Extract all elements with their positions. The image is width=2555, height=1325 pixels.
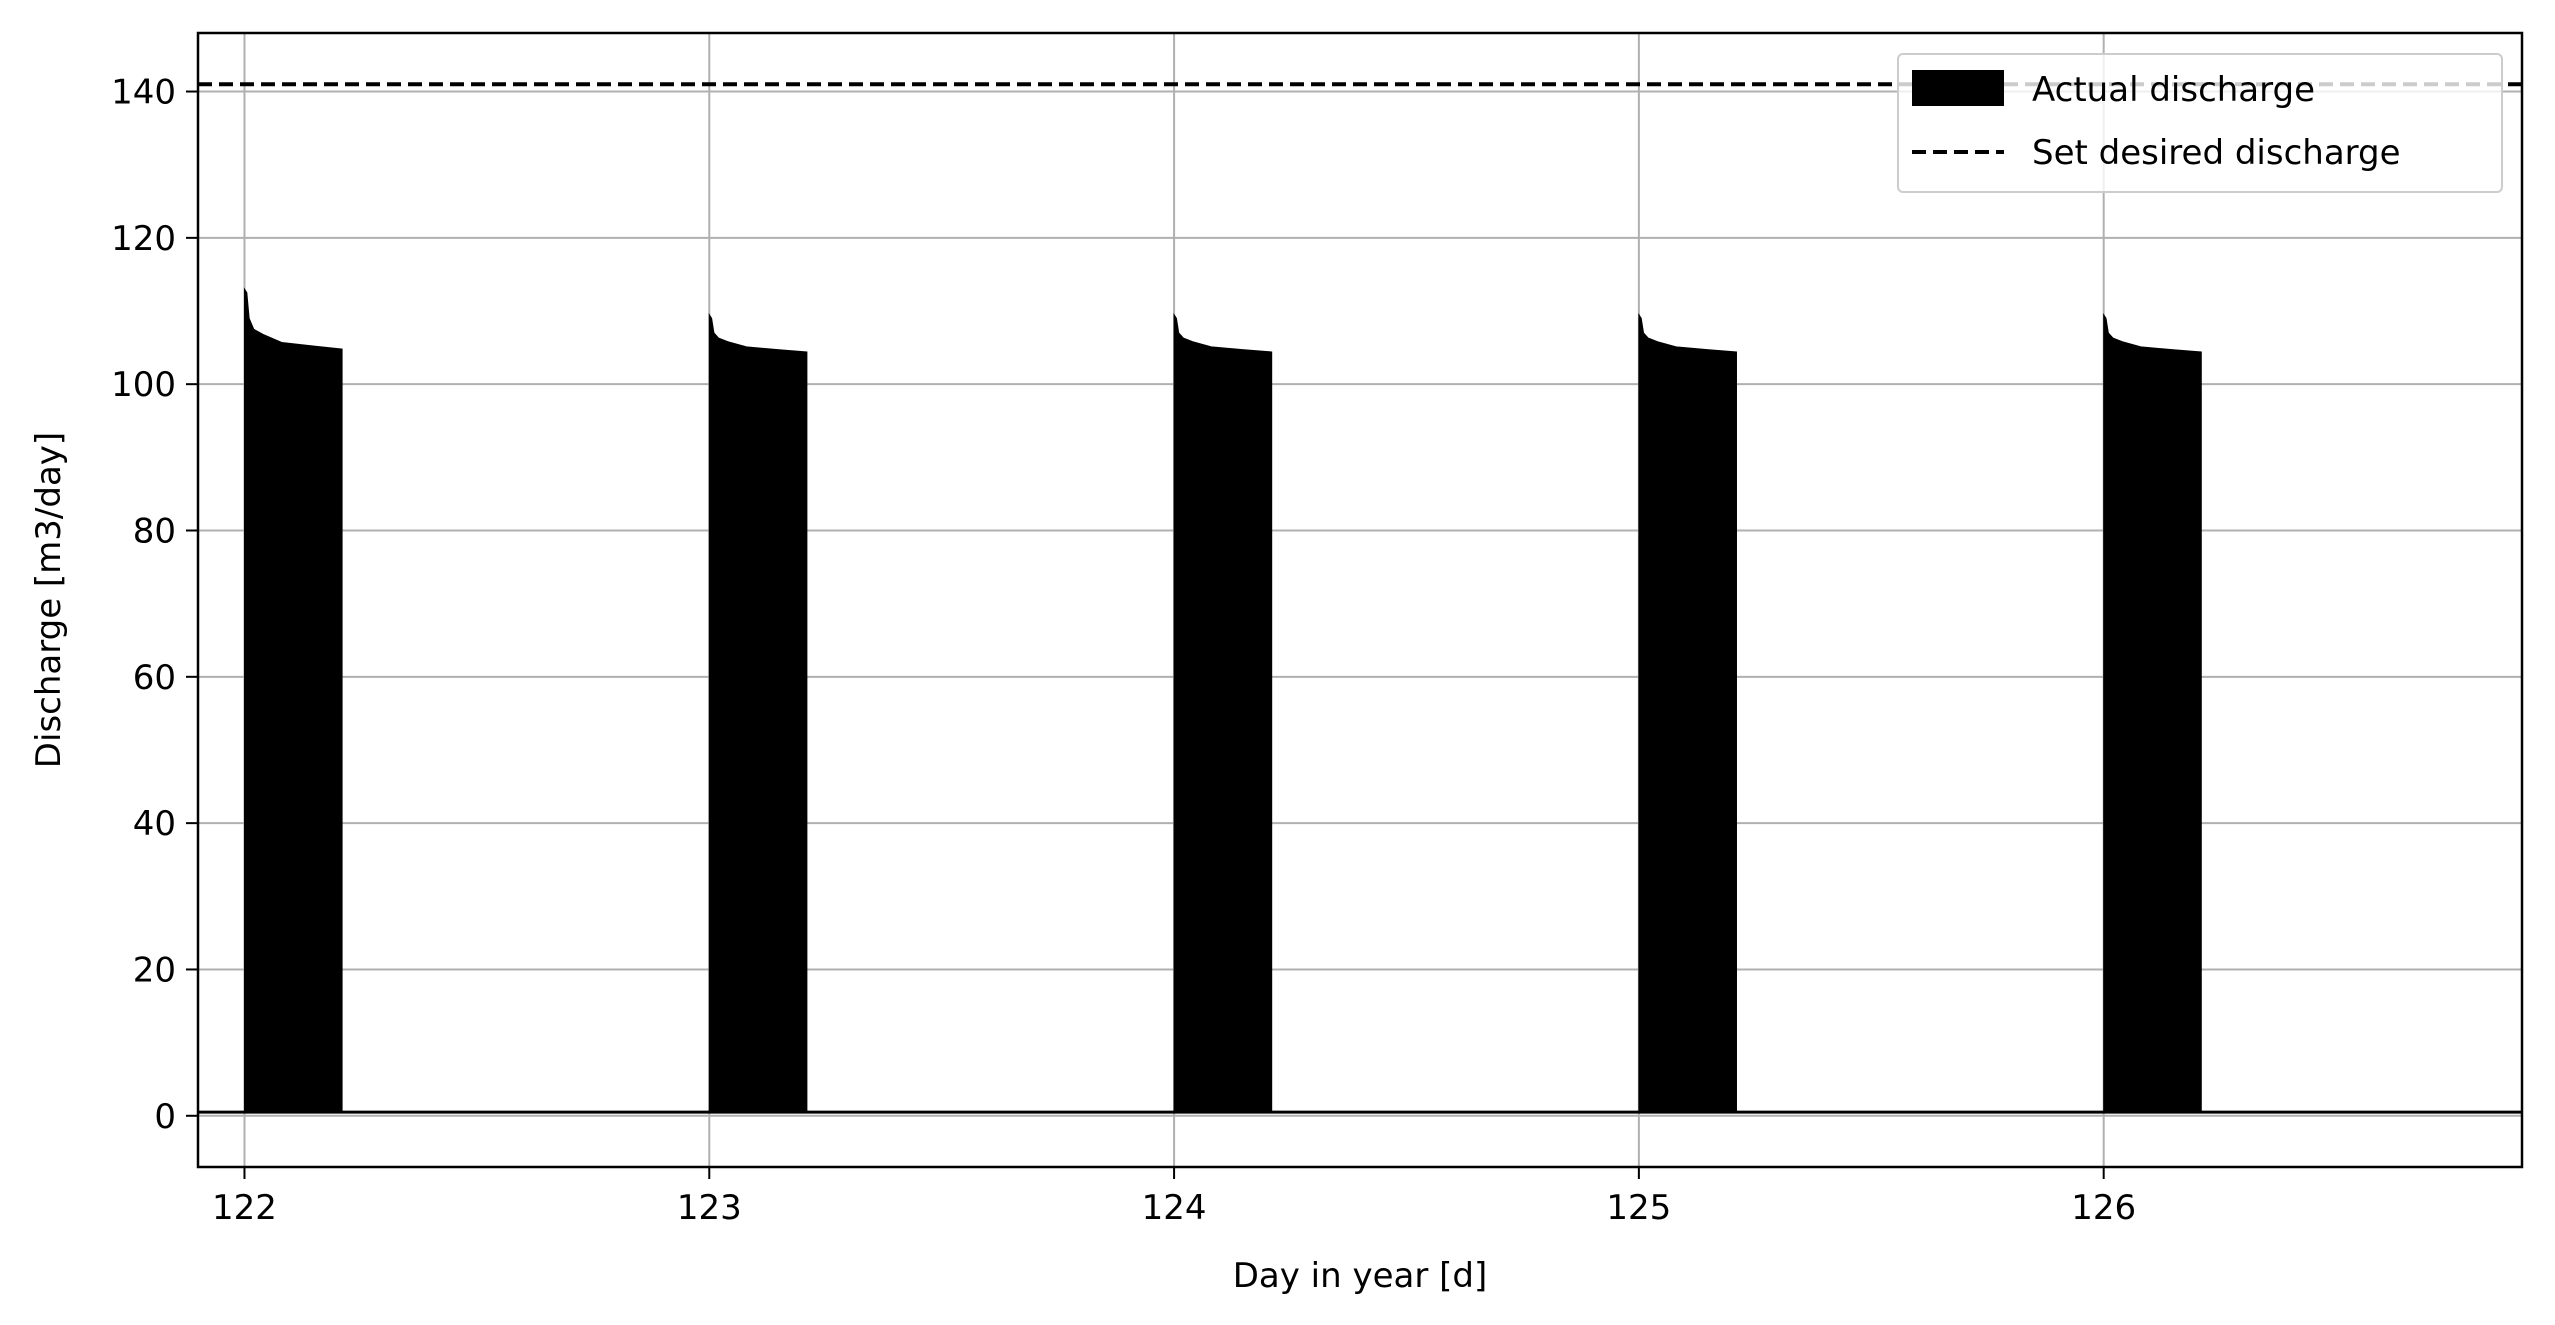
y-tick-label: 0 — [154, 1097, 176, 1137]
y-axis-label: Discharge [m3/day] — [29, 432, 69, 768]
x-tick-label: 126 — [2071, 1188, 2136, 1228]
x-axis-label: Day in year [d] — [1233, 1256, 1488, 1296]
legend: Actual discharge Set desired discharge — [1897, 53, 2503, 193]
y-tick-label: 100 — [111, 365, 176, 405]
y-tick-label: 60 — [133, 658, 176, 698]
y-tick-label: 20 — [133, 950, 176, 990]
discharge-pulse — [708, 312, 808, 1113]
discharge-pulse — [1638, 312, 1737, 1113]
discharge-pulse — [243, 287, 343, 1113]
y-tick-label: 40 — [133, 804, 176, 844]
y-tick-label: 140 — [111, 73, 176, 113]
legend-label-actual-discharge: Actual discharge — [2032, 70, 2315, 110]
plot-frame — [196, 31, 2524, 1169]
axis-ticks: 122 123 124 125 126 0 20 40 60 80 100 120 140 — [111, 73, 2136, 1228]
x-tick-label: 122 — [212, 1188, 277, 1228]
legend-box — [1897, 53, 2503, 193]
legend-swatch-actual-discharge — [1912, 70, 2004, 106]
x-tick-label: 124 — [1142, 1188, 1207, 1228]
actual-discharge-area — [198, 287, 2522, 1114]
discharge-pulse — [1173, 312, 1273, 1113]
x-tick-label: 123 — [677, 1188, 742, 1228]
x-tick-label: 125 — [1606, 1188, 1671, 1228]
discharge-pulse — [2103, 312, 2202, 1113]
y-tick-label: 120 — [111, 219, 176, 259]
legend-label-desired-discharge: Set desired discharge — [2032, 133, 2401, 173]
y-tick-label: 80 — [133, 511, 176, 551]
